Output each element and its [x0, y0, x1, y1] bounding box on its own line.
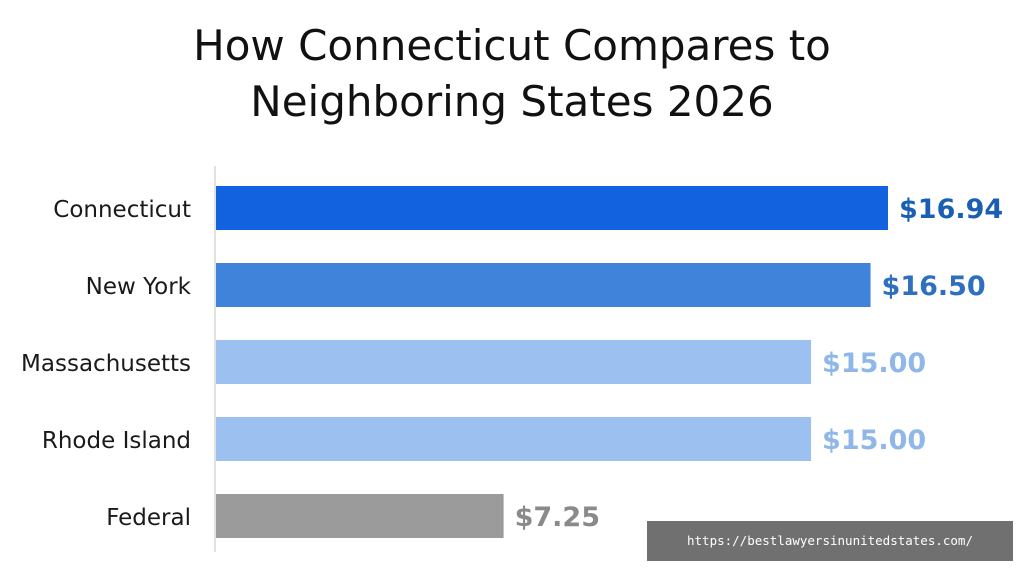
category-label: Federal	[106, 505, 191, 531]
chart-title-line-2: Neighboring States 2026	[250, 77, 774, 126]
chart-title: How Connecticut Compares to Neighboring …	[0, 18, 1024, 130]
value-label: $15.00	[822, 425, 926, 456]
category-label: Rhode Island	[42, 428, 191, 454]
value-label: $15.00	[822, 348, 926, 379]
bar	[216, 263, 871, 307]
value-label: $7.25	[515, 502, 600, 533]
bar	[216, 340, 812, 384]
category-label: New York	[86, 274, 192, 300]
category-label: Massachusetts	[21, 351, 191, 377]
chart-title-line-1: How Connecticut Compares to	[193, 21, 831, 70]
value-label: $16.50	[882, 271, 986, 302]
category-label: Connecticut	[53, 197, 191, 223]
bar	[216, 494, 504, 538]
bar	[216, 417, 812, 461]
value-label: $16.94	[899, 194, 1003, 225]
bar	[216, 186, 888, 230]
source-url-watermark: https://bestlawyersinunitedstates.com/	[647, 521, 1013, 561]
